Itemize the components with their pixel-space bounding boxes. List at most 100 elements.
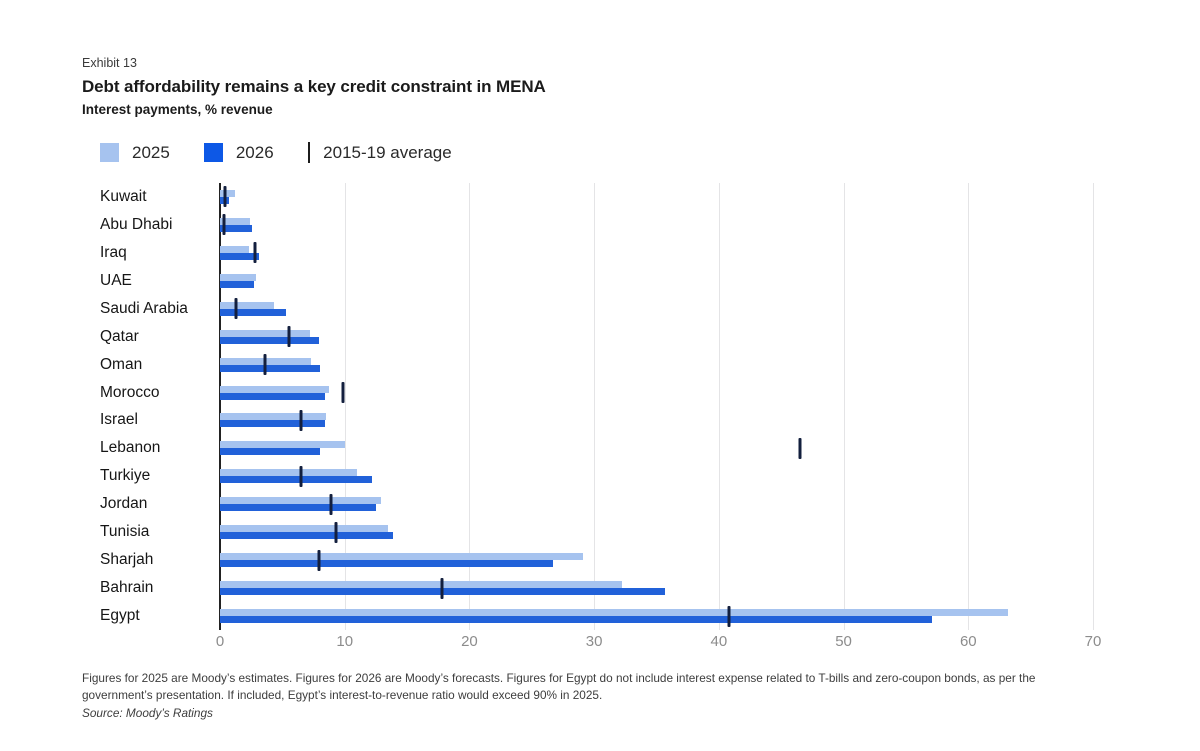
row-track — [220, 211, 1093, 239]
row-track — [220, 323, 1093, 351]
source-note: Source: Moody’s Ratings — [82, 706, 213, 720]
bar-2025 — [220, 329, 310, 337]
chart-header: Exhibit 13 Debt affordability remains a … — [82, 56, 546, 117]
bar-2026 — [220, 392, 325, 400]
bar-2026 — [220, 532, 394, 540]
gridline-40 — [718, 183, 720, 630]
chart-row: Abu Dhabi — [82, 211, 1093, 239]
row-label: UAE — [100, 271, 132, 289]
row-label: Morocco — [100, 383, 160, 401]
row-label: Tunisia — [100, 523, 150, 541]
legend-item-2015-19-average: 2015-19 average — [307, 142, 452, 163]
page-title: Debt affordability remains a key credit … — [82, 77, 546, 96]
row-label: Oman — [100, 355, 143, 373]
bar-2026 — [220, 364, 320, 372]
row-label: Jordan — [100, 495, 148, 513]
chart-row: Saudi Arabia — [82, 295, 1093, 323]
footnote-line: government’s presentation. If included, … — [82, 688, 603, 702]
avg-tick — [299, 465, 303, 487]
row-track — [220, 546, 1093, 574]
bar-2025 — [220, 273, 257, 281]
avg-tick — [329, 493, 333, 515]
y-axis-line — [219, 183, 221, 630]
row-label: Abu Dhabi — [100, 215, 173, 233]
chart-row: Lebanon — [82, 434, 1093, 462]
gridline-10 — [344, 183, 346, 630]
x-tick-label: 0 — [215, 633, 225, 650]
row-track — [220, 434, 1093, 462]
footnote-line: Figures for 2025 are Moody’s estimates. … — [82, 671, 1036, 685]
chart-row: Turkiye — [82, 462, 1093, 490]
avg-tick — [727, 605, 731, 627]
avg-tick — [253, 242, 257, 264]
row-label: Saudi Arabia — [100, 299, 188, 317]
x-tick-label: 60 — [959, 633, 977, 650]
chart-rows: Kuwait Abu Dhabi Iraq UAE Saudi Arabia Qatar O… — [82, 183, 1093, 630]
avg-tick — [234, 298, 238, 320]
row-track — [220, 602, 1093, 630]
row-track — [220, 351, 1093, 379]
row-label: Turkiye — [100, 467, 151, 485]
avg-tick — [341, 382, 345, 404]
row-track — [220, 407, 1093, 435]
row-track — [220, 490, 1093, 518]
exhibit-label: Exhibit 13 — [82, 56, 137, 70]
avg-tick — [317, 549, 321, 571]
avg-tick — [287, 326, 291, 348]
bar-2025 — [220, 217, 250, 225]
footnote: Figures for 2025 are Moody’s estimates. … — [82, 670, 1094, 704]
row-track — [220, 518, 1093, 546]
bar-2026 — [220, 308, 287, 316]
x-axis-labels: 0 10 20 30 40 50 60 70 — [216, 633, 1102, 653]
row-track — [220, 267, 1093, 295]
row-track — [220, 462, 1093, 490]
bar-2025 — [220, 497, 381, 505]
bar-2026 — [220, 448, 320, 456]
row-track — [220, 239, 1093, 267]
chart-row: UAE — [82, 267, 1093, 295]
bar-2025 — [220, 301, 274, 309]
bar-2026 — [220, 336, 319, 344]
bar-2026 — [220, 560, 553, 568]
bar-2025 — [220, 609, 1009, 617]
row-label: Israel — [100, 411, 138, 429]
chart-row: Israel — [82, 407, 1093, 435]
avg-tick — [440, 577, 444, 599]
bar-2026 — [220, 280, 254, 288]
bar-2025 — [220, 385, 329, 393]
row-track — [220, 574, 1093, 602]
chart-row: Sharjah — [82, 546, 1093, 574]
row-track — [220, 295, 1093, 323]
chart-row: Egypt — [82, 602, 1093, 630]
x-tick-label: 40 — [710, 633, 728, 650]
chart-row: Morocco — [82, 379, 1093, 407]
x-tick-label: 10 — [336, 633, 354, 650]
row-label: Bahrain — [100, 579, 154, 597]
chart-row: Tunisia — [82, 518, 1093, 546]
avg-tick — [299, 409, 303, 431]
row-label: Iraq — [100, 243, 127, 261]
avg-tick — [223, 186, 227, 208]
avg-tick — [798, 437, 802, 459]
x-tick-label: 30 — [585, 633, 603, 650]
bar-2026 — [220, 420, 325, 428]
bar-2026 — [220, 224, 253, 232]
legend-item-2025: 2025 — [100, 143, 170, 163]
bar-2025 — [220, 469, 358, 477]
bar-2026 — [220, 504, 376, 512]
bar-2025 — [220, 413, 326, 421]
legend-label: 2015-19 average — [323, 142, 452, 162]
chart-row: Iraq — [82, 239, 1093, 267]
bar-2025 — [220, 581, 622, 589]
avg-tick — [222, 214, 226, 236]
bar-2026 — [220, 616, 933, 624]
row-label: Sharjah — [100, 551, 154, 569]
legend: 2025 2026 2015-19 average — [100, 142, 452, 163]
row-track — [220, 379, 1093, 407]
bar-2025 — [220, 553, 583, 561]
legend-label: 2025 — [132, 142, 170, 162]
gridline-50 — [843, 183, 845, 630]
chart-row: Qatar — [82, 323, 1093, 351]
chart-subtitle: Interest payments, % revenue — [82, 102, 273, 117]
chart-row: Oman — [82, 351, 1093, 379]
